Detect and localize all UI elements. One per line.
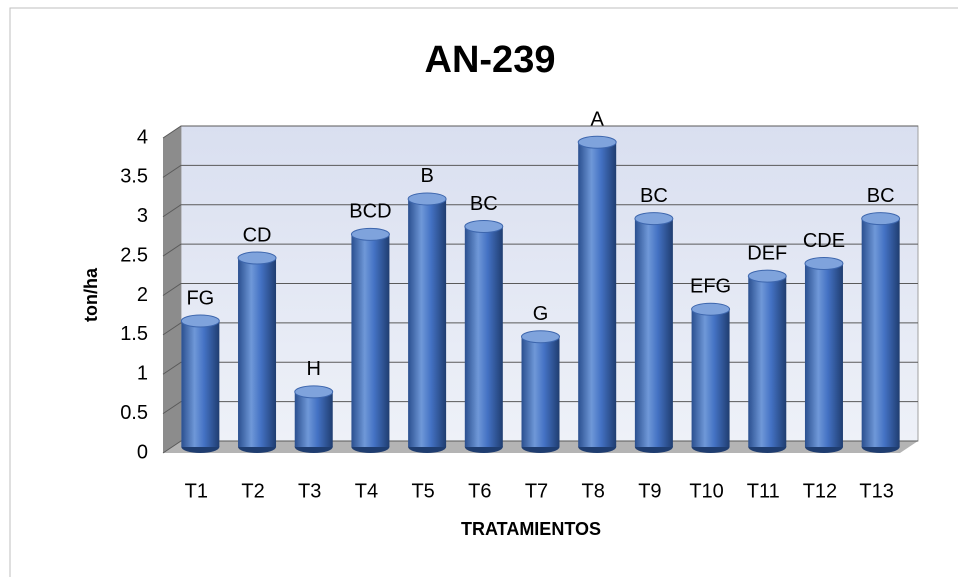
bar-body bbox=[861, 218, 900, 447]
y-tick-label: 3.5 bbox=[120, 166, 148, 188]
data-label: CDE bbox=[803, 230, 845, 252]
bar-top bbox=[747, 269, 787, 283]
bar-body bbox=[521, 336, 560, 447]
bar-body bbox=[691, 309, 730, 447]
bar-top bbox=[180, 314, 220, 328]
data-label: B bbox=[420, 165, 433, 187]
chart-title: AN-239 bbox=[425, 39, 556, 81]
x-axis-title: TRATAMIENTOS bbox=[461, 519, 601, 539]
x-tick-label: T2 bbox=[241, 480, 264, 502]
bar-top bbox=[634, 212, 674, 226]
bar-body bbox=[634, 218, 673, 447]
bar bbox=[804, 257, 844, 453]
data-label: EFG bbox=[690, 275, 731, 297]
bar-top bbox=[464, 220, 504, 233]
x-tick-label: T1 bbox=[185, 480, 208, 502]
data-label: CD bbox=[243, 224, 272, 246]
data-label: A bbox=[591, 109, 605, 131]
bar-body bbox=[804, 263, 843, 447]
bar bbox=[634, 212, 674, 453]
bar-top bbox=[691, 302, 731, 316]
x-tick-label: T13 bbox=[859, 480, 893, 502]
bar-body bbox=[578, 142, 617, 448]
x-tick-label: T5 bbox=[411, 480, 434, 502]
bar-body bbox=[464, 226, 503, 447]
x-tick-label: T11 bbox=[747, 480, 780, 502]
bar bbox=[237, 251, 277, 453]
x-tick-label: T7 bbox=[525, 480, 548, 502]
bar-body bbox=[748, 276, 787, 447]
x-tick-label: T12 bbox=[803, 480, 837, 502]
frame bbox=[9, 7, 958, 577]
y-tick-label: 1 bbox=[137, 363, 148, 385]
bar bbox=[407, 192, 447, 453]
y-tick-label: 2 bbox=[137, 284, 148, 306]
data-label: BC bbox=[867, 185, 895, 207]
y-tick-label: 4 bbox=[137, 126, 148, 148]
y-tick-label: 2.5 bbox=[120, 244, 148, 266]
grid-line bbox=[162, 204, 918, 218]
grid-line bbox=[162, 125, 918, 139]
data-label: H bbox=[307, 358, 321, 380]
bar-top bbox=[577, 135, 617, 149]
bar bbox=[180, 314, 220, 453]
data-label: FG bbox=[186, 287, 214, 309]
bar bbox=[747, 269, 787, 453]
y-tick-label: 3 bbox=[137, 205, 148, 227]
data-label: BC bbox=[470, 193, 498, 215]
y-tick-label: 1.5 bbox=[120, 323, 148, 345]
y-tick-label: 0.5 bbox=[120, 402, 148, 424]
data-label: DEF bbox=[747, 242, 787, 264]
bar bbox=[464, 220, 504, 453]
y-axis-title: ton/ha bbox=[81, 267, 101, 322]
bar bbox=[577, 135, 617, 453]
bar-body bbox=[294, 391, 333, 447]
bar-top bbox=[237, 251, 277, 265]
data-label: BCD bbox=[349, 201, 391, 223]
x-tick-label: T10 bbox=[689, 480, 723, 502]
data-label: G bbox=[533, 303, 549, 325]
x-tick-label: T8 bbox=[582, 480, 605, 502]
bar-top bbox=[804, 257, 844, 271]
bar bbox=[350, 227, 390, 453]
bar bbox=[691, 302, 731, 453]
bar-top bbox=[521, 330, 560, 344]
grid-line bbox=[162, 164, 918, 178]
bar-top bbox=[350, 227, 390, 241]
x-tick-label: T6 bbox=[468, 480, 491, 502]
bar-body bbox=[238, 258, 277, 447]
bar-top bbox=[407, 192, 447, 206]
x-tick-label: T9 bbox=[638, 480, 661, 502]
bar bbox=[521, 330, 560, 453]
data-label: BC bbox=[640, 185, 668, 207]
bar bbox=[861, 212, 901, 453]
y-tick-label: 0 bbox=[137, 441, 148, 463]
x-tick-label: T4 bbox=[355, 480, 378, 502]
bar-top bbox=[861, 212, 901, 226]
bar-body bbox=[408, 198, 447, 447]
bar bbox=[294, 385, 334, 453]
bar-body bbox=[351, 234, 390, 447]
x-tick-label: T3 bbox=[298, 480, 321, 502]
bar-top bbox=[294, 385, 334, 399]
bar-body bbox=[181, 321, 220, 447]
